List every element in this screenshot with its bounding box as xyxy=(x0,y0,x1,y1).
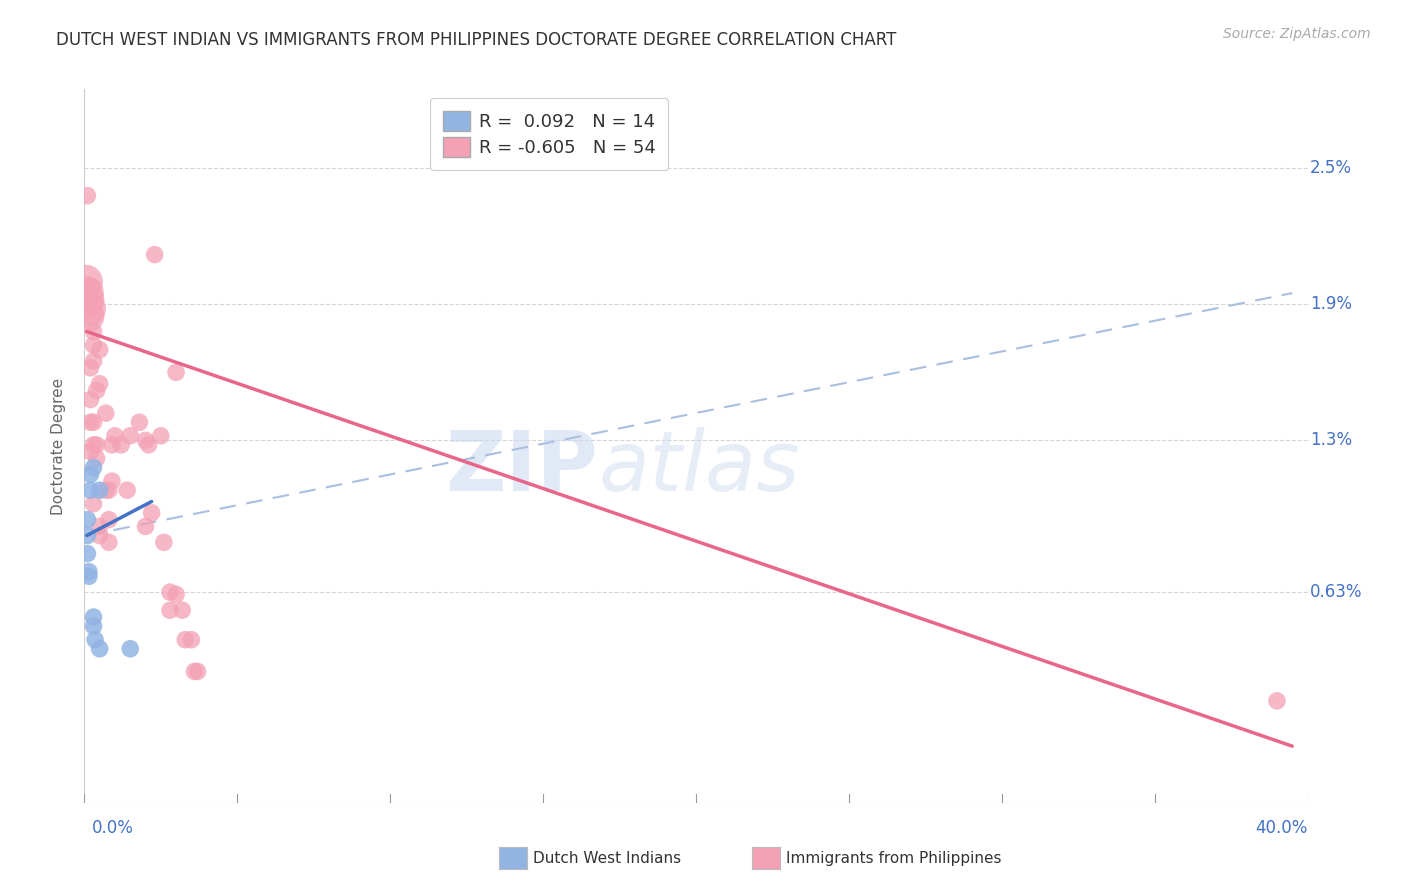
Point xyxy=(153,535,176,549)
Point xyxy=(135,519,157,533)
Point xyxy=(141,506,163,520)
Point xyxy=(86,384,108,398)
Point xyxy=(135,434,157,448)
Point xyxy=(94,483,117,498)
Point xyxy=(165,587,187,601)
Point xyxy=(76,188,98,202)
Point xyxy=(110,438,132,452)
Point xyxy=(89,519,111,533)
Point xyxy=(76,513,98,527)
Point xyxy=(97,513,120,527)
Text: 2.5%: 2.5% xyxy=(1310,160,1353,178)
Point xyxy=(180,632,202,647)
Point xyxy=(138,438,160,452)
Point xyxy=(101,438,124,452)
Point xyxy=(84,632,107,647)
Point xyxy=(89,528,111,542)
Point xyxy=(120,429,142,443)
Point xyxy=(86,438,108,452)
Point xyxy=(97,483,120,498)
Text: 0.63%: 0.63% xyxy=(1310,583,1362,601)
Point xyxy=(79,392,101,407)
Point xyxy=(159,603,181,617)
Point xyxy=(89,343,111,357)
Point xyxy=(83,338,105,352)
Text: ZIP: ZIP xyxy=(446,427,598,508)
Point xyxy=(128,415,150,429)
Point xyxy=(89,376,111,391)
Point xyxy=(79,415,101,429)
Point xyxy=(83,438,105,452)
Point xyxy=(79,483,101,498)
Point xyxy=(143,247,166,261)
Point xyxy=(83,325,105,339)
Point xyxy=(75,275,97,289)
Point xyxy=(76,528,98,542)
Point xyxy=(101,474,124,488)
Point xyxy=(76,293,98,307)
Text: Dutch West Indians: Dutch West Indians xyxy=(533,851,681,865)
Point xyxy=(172,603,194,617)
Point xyxy=(183,665,205,679)
Point xyxy=(79,279,101,293)
Point xyxy=(76,547,98,561)
Point xyxy=(94,406,117,420)
Point xyxy=(79,467,101,482)
Point xyxy=(77,569,100,583)
Text: 40.0%: 40.0% xyxy=(1256,819,1308,837)
Point xyxy=(89,483,111,498)
Point xyxy=(86,451,108,466)
Point xyxy=(159,585,181,599)
Point xyxy=(76,286,98,301)
Point xyxy=(149,429,172,443)
Point xyxy=(83,619,105,633)
Text: Immigrants from Philippines: Immigrants from Philippines xyxy=(786,851,1001,865)
Point xyxy=(83,497,105,511)
Legend: R =  0.092   N = 14, R = -0.605   N = 54: R = 0.092 N = 14, R = -0.605 N = 54 xyxy=(430,98,668,169)
Point xyxy=(83,610,105,624)
Point xyxy=(83,354,105,368)
Text: Source: ZipAtlas.com: Source: ZipAtlas.com xyxy=(1223,27,1371,41)
Point xyxy=(77,565,100,579)
Text: 1.9%: 1.9% xyxy=(1310,295,1353,313)
Point xyxy=(76,309,98,323)
Point xyxy=(83,415,105,429)
Point xyxy=(120,641,142,656)
Point xyxy=(79,360,101,375)
Point xyxy=(83,460,105,475)
Point xyxy=(186,665,208,679)
Point xyxy=(97,535,120,549)
Point xyxy=(104,429,127,443)
Point xyxy=(77,301,100,316)
Y-axis label: Doctorate Degree: Doctorate Degree xyxy=(51,377,66,515)
Text: 0.0%: 0.0% xyxy=(91,819,134,837)
Point xyxy=(174,632,197,647)
Point xyxy=(165,365,187,379)
Text: DUTCH WEST INDIAN VS IMMIGRANTS FROM PHILIPPINES DOCTORATE DEGREE CORRELATION CH: DUTCH WEST INDIAN VS IMMIGRANTS FROM PHI… xyxy=(56,31,897,49)
Text: 1.3%: 1.3% xyxy=(1310,432,1353,450)
Point xyxy=(89,641,111,656)
Point xyxy=(1265,694,1288,708)
Text: atlas: atlas xyxy=(598,427,800,508)
Point xyxy=(79,444,101,458)
Point xyxy=(115,483,138,498)
